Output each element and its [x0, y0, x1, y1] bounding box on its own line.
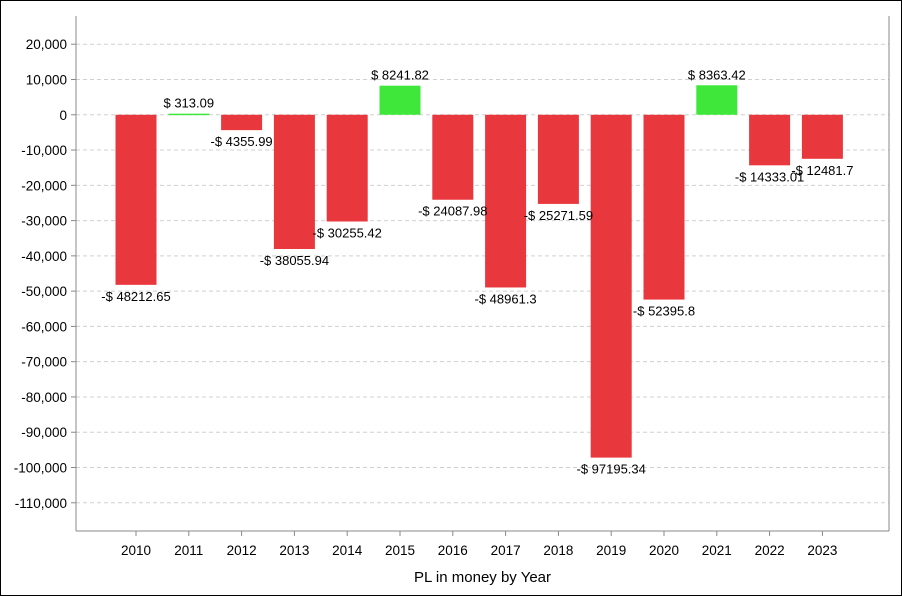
- axis-layer: [75, 16, 890, 532]
- data-label: -$ 24087.98: [418, 204, 487, 219]
- bar-2023: [801, 114, 843, 159]
- x-tick-label: 2021: [702, 543, 732, 558]
- bar-2011: [168, 113, 210, 116]
- grid-layer: [71, 43, 889, 504]
- data-labels: -$ 48212.65 $ 313.09 -$ 4355.99 -$ 38055.94…: [101, 67, 853, 476]
- data-label: -$ 48212.65: [101, 289, 170, 304]
- x-tick-label: 2015: [385, 543, 415, 558]
- x-tick-label: 2016: [438, 543, 468, 558]
- data-label: -$ 48961.3: [475, 291, 537, 306]
- x-tick-label: 2022: [755, 543, 785, 558]
- bar-2013: [273, 114, 315, 250]
- bar-2020: [643, 114, 685, 300]
- y-tick-label: -110,000: [15, 496, 67, 511]
- bar-2015: [379, 85, 421, 115]
- data-label: $ 8241.82: [371, 68, 429, 83]
- data-label: -$ 14333.01: [735, 169, 804, 184]
- bar-2019: [590, 114, 632, 458]
- bar-2010: [115, 114, 157, 285]
- bar-2016: [432, 114, 474, 200]
- y-tick-label: -60,000: [21, 319, 67, 334]
- data-label: -$ 12481.7: [791, 163, 853, 178]
- x-tick-label: 2019: [596, 543, 626, 558]
- y-tick-label: 20,000: [26, 37, 67, 52]
- data-label: $ 8363.42: [688, 67, 746, 82]
- x-tick-label: 2020: [649, 543, 679, 558]
- y-tick-label: -40,000: [21, 249, 67, 264]
- bar-2018: [537, 114, 579, 204]
- data-label: -$ 38055.94: [260, 253, 329, 268]
- bar-2014: [326, 114, 368, 222]
- x-tick-label: 2023: [807, 543, 837, 558]
- bar-2021: [696, 85, 738, 115]
- x-tick-labels: 2010 2011 2012 2013 2014 2015 2016 2017 2018 2019…: [121, 531, 837, 558]
- x-tick-label: 2010: [121, 543, 151, 558]
- data-label: -$ 4355.99: [211, 134, 273, 149]
- bar-2022: [749, 114, 791, 166]
- data-label: -$ 52395.8: [633, 304, 695, 319]
- x-tick-label: 2013: [279, 543, 309, 558]
- data-label: -$ 25271.59: [524, 208, 593, 223]
- data-label: $ 313.09: [163, 96, 214, 111]
- x-axis-title: PL in money by Year: [414, 569, 551, 586]
- y-tick-label: -90,000: [21, 425, 67, 440]
- y-tick-label: -20,000: [21, 178, 67, 193]
- bar-2017: [485, 114, 527, 288]
- x-tick-label: 2017: [491, 543, 521, 558]
- y-tick-label: -70,000: [21, 355, 67, 370]
- bars-layer: [115, 85, 843, 458]
- x-tick-label: 2011: [174, 543, 203, 558]
- y-tick-label: -10,000: [21, 143, 67, 158]
- data-label: -$ 30255.42: [312, 225, 381, 240]
- y-tick-label: 10,000: [26, 72, 67, 87]
- y-tick-labels: 20,000 10,000 0 -10,000 -20,000 -30,000 -40,00…: [14, 37, 67, 511]
- y-tick-label: -80,000: [21, 390, 67, 405]
- y-tick-label: -50,000: [21, 284, 67, 299]
- data-label: -$ 97195.34: [576, 462, 645, 477]
- y-tick-label: 0: [59, 108, 67, 123]
- x-tick-label: 2014: [332, 543, 363, 558]
- x-tick-label: 2018: [543, 543, 573, 558]
- bar-2012: [221, 114, 263, 131]
- y-tick-label: -100,000: [14, 461, 67, 476]
- x-tick-label: 2012: [227, 543, 257, 558]
- y-tick-label: -30,000: [21, 214, 67, 229]
